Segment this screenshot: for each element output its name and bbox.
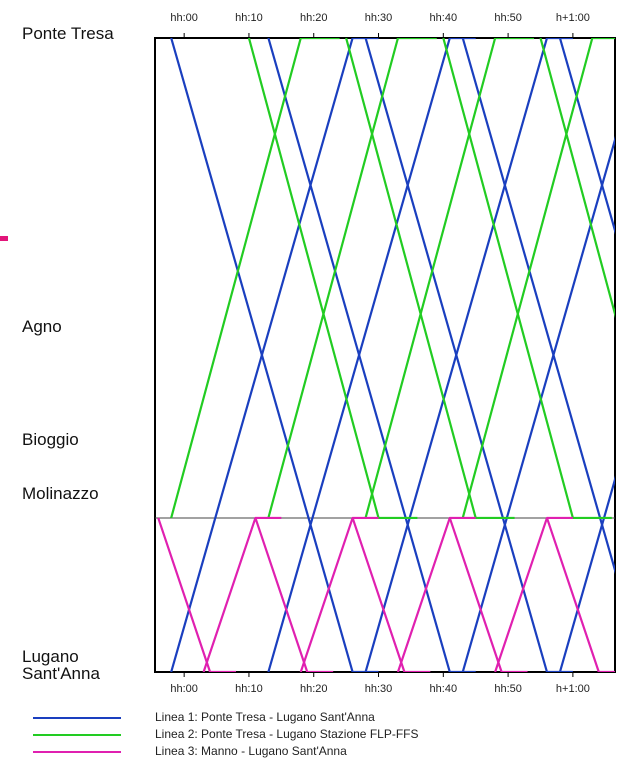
station-label-agno: Agno xyxy=(22,317,62,336)
series-1-trip-up xyxy=(170,38,379,672)
x-tick-label-bottom: h+1:00 xyxy=(556,683,590,695)
x-tick-label-bottom: hh:20 xyxy=(300,683,328,695)
series-2-trip-up xyxy=(170,38,340,519)
series-2-trip-up xyxy=(364,38,535,519)
series-3-trip-down xyxy=(351,517,431,672)
station-label-bioggio: Bioggio xyxy=(22,430,79,449)
legend: Linea 1: Ponte Tresa - Lugano Sant'Anna … xyxy=(28,710,618,761)
series-2-trip-up xyxy=(267,38,437,519)
x-tick-label-top: hh:10 xyxy=(235,12,263,24)
station-label-ponte-tresa: Ponte Tresa xyxy=(22,24,114,43)
x-tick-label-top: hh:30 xyxy=(365,12,393,24)
x-tick-label-top: h+1:00 xyxy=(556,12,590,24)
series-3-trip-up xyxy=(494,516,573,672)
series-2-trip-down xyxy=(539,38,615,319)
legend-swatch-linea-1 xyxy=(33,717,121,719)
series-1-trip-down xyxy=(461,38,615,575)
legend-swatch-linea-3 xyxy=(33,751,121,753)
series-3-trip-down xyxy=(545,517,615,672)
series-clip-group xyxy=(157,38,615,672)
x-tick-label-top: hh:00 xyxy=(170,12,198,24)
x-tick-label-top: hh:50 xyxy=(494,12,522,24)
station-label-lugano-santanna: Lugano Sant'Anna xyxy=(22,647,100,683)
series-1-trip-down xyxy=(267,38,476,672)
plot-frame xyxy=(154,37,616,673)
legend-item-linea-1: Linea 1: Ponte Tresa - Lugano Sant'Anna xyxy=(28,710,618,727)
x-tick-label-top: hh:20 xyxy=(300,12,328,24)
series-1-trip-up xyxy=(364,38,573,672)
x-tick-label-bottom: hh:40 xyxy=(430,683,458,695)
legend-item-linea-3: Linea 3: Manno - Lugano Sant'Anna xyxy=(28,744,618,761)
legend-item-linea-2: Linea 2: Ponte Tresa - Lugano Stazione F… xyxy=(28,727,618,744)
legend-swatch-linea-2 xyxy=(33,734,121,736)
series-3-trip-up xyxy=(299,516,379,672)
series-3-trip-up xyxy=(396,516,476,672)
series-3-trip-down xyxy=(157,517,236,672)
series-3-trip-down xyxy=(448,517,528,672)
x-tick-label-bottom: hh:30 xyxy=(365,683,393,695)
series-1-trip-down xyxy=(170,38,379,672)
x-tick-label-bottom: hh:50 xyxy=(494,683,522,695)
series-3-trip-up xyxy=(202,516,282,672)
x-tick-label-top: hh:40 xyxy=(430,12,458,24)
series-1-trip-up xyxy=(267,38,476,672)
x-tick-label-bottom: hh:00 xyxy=(170,683,198,695)
legend-label-linea-2: Linea 2: Ponte Tresa - Lugano Stazione F… xyxy=(155,727,419,741)
series-3-trip-down xyxy=(254,517,334,672)
legend-label-linea-3: Linea 3: Manno - Lugano Sant'Anna xyxy=(155,744,347,758)
series-2-trip-up xyxy=(461,38,615,519)
series-1-trip-up xyxy=(461,135,615,672)
series-1-trip-down xyxy=(364,38,573,672)
legend-label-linea-1: Linea 1: Ponte Tresa - Lugano Sant'Anna xyxy=(155,710,375,724)
accent-mark xyxy=(0,236,8,241)
x-tick-label-bottom: hh:10 xyxy=(235,683,263,695)
station-label-molinazzo: Molinazzo xyxy=(22,484,99,503)
